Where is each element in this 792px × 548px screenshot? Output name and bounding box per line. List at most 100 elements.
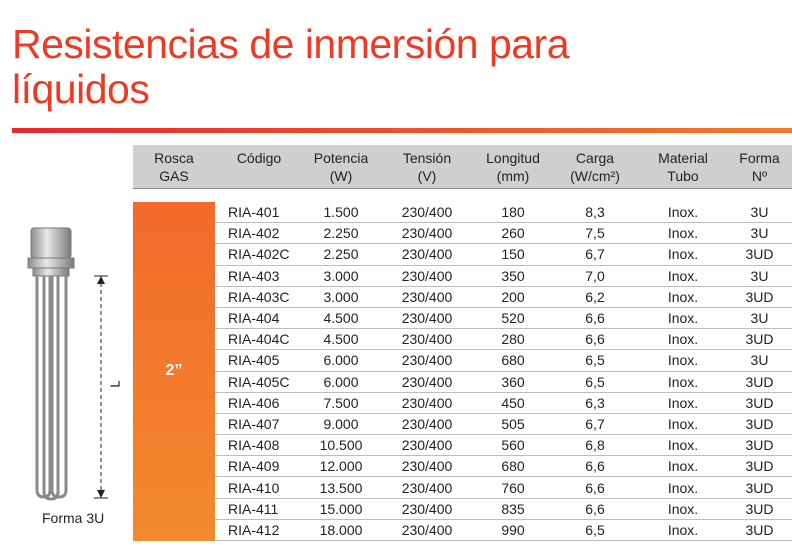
table-cell: 6,6 [551, 476, 639, 499]
table-cell: 7,0 [551, 265, 639, 287]
column-header: Potencia (W) [303, 145, 379, 188]
table-cell: 3UD [727, 476, 792, 499]
table-cell: 6,3 [551, 392, 639, 414]
table-cell: 990 [475, 519, 551, 542]
table-cell: 230/400 [379, 413, 475, 436]
table-cell: 6,5 [551, 371, 639, 393]
heater-illustration: L [27, 227, 122, 501]
table-cell: 1.500 [303, 202, 379, 224]
header-line: Longitud [486, 150, 540, 166]
table-cell: Inox. [639, 222, 727, 245]
table-header: Rosca GAS Código Potencia (W) Tensión (V) Longi… [133, 145, 792, 189]
header-line: Tensión [402, 150, 452, 166]
table-cell: 230/400 [379, 222, 475, 245]
table-cell: Inox. [639, 243, 727, 266]
table-cell: 12.000 [303, 455, 379, 478]
table-cell: RIA-407 [215, 413, 303, 436]
table-cell: 3UD [727, 519, 792, 542]
table-cell: 10.500 [303, 434, 379, 457]
table-row: RIA-402 2.250 230/400 260 7,5 Inox. 3U [133, 222, 792, 245]
table-cell: RIA-404C [215, 328, 303, 351]
table-cell: 3UD [727, 434, 792, 457]
table-cell: RIA-410 [215, 476, 303, 499]
table-cell: 2.250 [303, 222, 379, 245]
header-line: Carga [575, 150, 615, 166]
table-cell: RIA-412 [215, 519, 303, 542]
header-line: Potencia [313, 150, 369, 166]
header-line: GAS [159, 168, 189, 184]
header-line: Nº [751, 168, 768, 184]
table-cell: 260 [475, 222, 551, 245]
table-row: RIA-410 13.500 230/400 760 6,6 Inox. 3UD [133, 476, 792, 499]
table-cell: 230/400 [379, 202, 475, 224]
table-cell: 6.000 [303, 349, 379, 372]
caption: Forma 3U [42, 510, 105, 526]
column-header: Tensión (V) [379, 145, 475, 188]
table-cell: 3UD [727, 498, 792, 520]
table-cell: 280 [475, 328, 551, 351]
table-row: RIA-404 4.500 230/400 520 6,6 Inox. 3U [133, 307, 792, 330]
table-cell: 230/400 [379, 434, 475, 457]
table-cell: 7.500 [303, 392, 379, 414]
table-cell: 4.500 [303, 307, 379, 330]
table-cell: Inox. [639, 434, 727, 457]
table-cell: Inox. [639, 265, 727, 287]
table-cell: 680 [475, 349, 551, 372]
table-cell: Inox. [639, 519, 727, 542]
column-header: Forma Nº [727, 145, 792, 188]
table-row: RIA-411 15.000 230/400 835 6,6 Inox. 3UD [133, 498, 792, 520]
table-cell: RIA-401 [215, 202, 303, 224]
table-cell: Inox. [639, 498, 727, 520]
table-cell: Inox. [639, 286, 727, 308]
header-line: (mm) [496, 168, 530, 184]
dimension-label: L [107, 380, 122, 387]
table-cell: 6,2 [551, 286, 639, 308]
table-cell: 560 [475, 434, 551, 457]
header-line: Código [236, 150, 282, 166]
table-row: RIA-405 6.000 230/400 680 6,5 Inox. 3U [133, 349, 792, 372]
table-cell: Inox. [639, 328, 727, 351]
table-cell: 180 [475, 202, 551, 224]
table-cell: RIA-402 [215, 222, 303, 245]
table-cell: 230/400 [379, 392, 475, 414]
table-cell: 450 [475, 392, 551, 414]
group-cell: 2” [133, 202, 215, 541]
table-cell: RIA-411 [215, 498, 303, 520]
table-cell: 8,3 [551, 202, 639, 224]
table-cell: 15.000 [303, 498, 379, 520]
header-line: Tubo [667, 168, 699, 184]
table-cell: 230/400 [379, 498, 475, 520]
table-cell: 4.500 [303, 328, 379, 351]
column-header: Carga (W/cm²) [551, 145, 639, 188]
column-header: Material Tubo [639, 145, 727, 188]
table-cell: 3UD [727, 413, 792, 436]
table-cell: RIA-409 [215, 455, 303, 478]
table-cell: Inox. [639, 455, 727, 478]
table-cell: RIA-404 [215, 307, 303, 330]
table-cell: 230/400 [379, 476, 475, 499]
table-cell: Inox. [639, 392, 727, 414]
table-cell: 3UD [727, 455, 792, 478]
table-row: RIA-403 3.000 230/400 350 7,0 Inox. 3U [133, 265, 792, 287]
header-line: Forma [739, 150, 780, 166]
header-line: Material [658, 150, 708, 166]
table-cell: Inox. [639, 476, 727, 499]
table-cell: 230/400 [379, 328, 475, 351]
table-cell: 6,6 [551, 307, 639, 330]
table-cell: 3UD [727, 243, 792, 266]
table-cell: 3U [727, 307, 792, 330]
table-cell: 230/400 [379, 243, 475, 266]
table-row: 2” RIA-401 1.500 230/400 180 8,3 Inox. 3U [133, 202, 792, 541]
table-cell: 505 [475, 413, 551, 436]
table-cell: 6,5 [551, 349, 639, 372]
table-cell: 360 [475, 371, 551, 393]
table-cell: 3UD [727, 371, 792, 393]
table-cell: 13.500 [303, 476, 379, 499]
table-cell: 230/400 [379, 265, 475, 287]
table-cell: 230/400 [379, 371, 475, 393]
table-row: RIA-407 9.000 230/400 505 6,7 Inox. 3UD [133, 413, 792, 436]
table-row: RIA-402C 2.250 230/400 150 6,7 Inox. 3UD [133, 243, 792, 266]
title-rule [12, 128, 792, 133]
table-cell: 6,5 [551, 519, 639, 542]
header-line: (W) [329, 168, 353, 184]
